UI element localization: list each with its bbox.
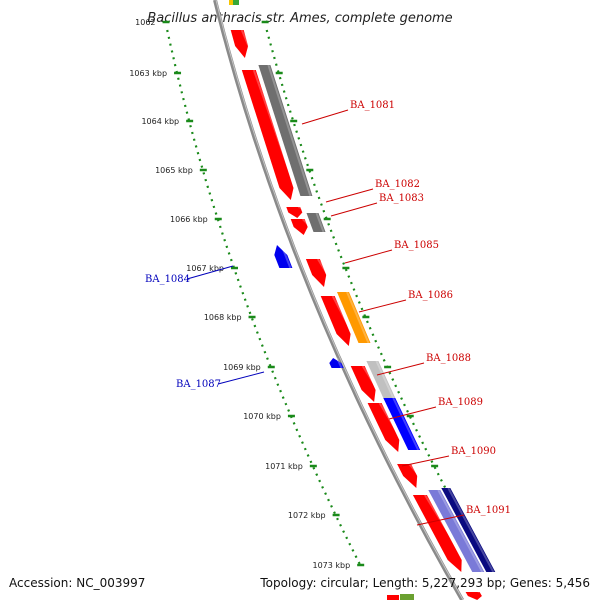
category-bar-ba-1091-shade xyxy=(437,489,484,573)
feature-ba-1085 xyxy=(305,259,327,287)
feature-ba-1087 xyxy=(329,358,344,368)
feature-ba-1087-shade xyxy=(336,357,343,369)
feature-ba-1085-shade xyxy=(317,258,330,278)
label-leader-line xyxy=(358,299,407,313)
tick-label: 1072 kbp xyxy=(288,511,326,520)
gene-label-ba-1089: BA_1089 xyxy=(438,397,483,408)
tick-label: 1066 kbp xyxy=(170,215,208,224)
ruler-line-outer xyxy=(265,29,488,566)
feature-ba-1090 xyxy=(397,464,418,488)
feature-edge xyxy=(233,0,239,5)
gene-label-ba-1083: BA_1083 xyxy=(379,193,424,204)
feature-ba-1081 xyxy=(241,70,294,200)
gene-label-ba-1082: BA_1082 xyxy=(375,179,420,190)
feature-ba-1084-shade xyxy=(280,244,292,269)
feature-edge xyxy=(229,0,233,5)
feature-ba-1089-shade xyxy=(378,402,405,443)
gene-label-ba-1084: BA_1084 xyxy=(145,274,190,285)
feature-ba-1086-shade xyxy=(331,295,355,337)
category-bar-ba-1086-shade xyxy=(346,291,370,344)
feature-ba-1082-shade xyxy=(298,206,303,209)
feature-ba-1088-shade xyxy=(361,365,380,393)
tick-label: 1069 kbp xyxy=(223,363,261,372)
label-leader-line xyxy=(376,362,425,376)
gene-label-ba-1088: BA_1088 xyxy=(426,353,471,364)
tick-label: 1071 kbp xyxy=(265,462,303,471)
backbone-line xyxy=(213,0,464,600)
tick-label: 1063 kbp xyxy=(129,69,167,78)
feature-ba-1091-shade xyxy=(424,494,468,563)
label-leader-line xyxy=(301,109,349,125)
feature-ba-1089 xyxy=(367,403,400,452)
feature-ba-1083-shade xyxy=(301,218,310,226)
category-bar-ba-1081 xyxy=(258,65,313,196)
gene-label-ba-1090: BA_1090 xyxy=(451,446,496,457)
category-bar-ba-1081-shade xyxy=(267,64,312,197)
tick-label: 1073 kbp xyxy=(312,561,350,570)
label-leader-line xyxy=(344,249,393,264)
tick-labels: 1062 1063 kbp 1064 kbp 1065 kbp 1066 kbp 1067… xyxy=(129,18,350,570)
feature-gene xyxy=(465,592,482,600)
feature-ba-1088 xyxy=(350,366,376,402)
feature-edge xyxy=(387,595,399,600)
ruler-line-inner xyxy=(166,29,362,566)
label-leader-line xyxy=(401,455,450,467)
feature-ba-1082 xyxy=(286,207,303,218)
feature-gene-shade xyxy=(240,29,251,49)
category-bar-ba-1091-b xyxy=(441,488,496,572)
feature-ba-1086 xyxy=(320,296,351,346)
feature-ba-1090-shade xyxy=(408,463,423,479)
tick-label: 1062 xyxy=(135,18,155,27)
feature-ba-1084 xyxy=(274,245,293,268)
category-bar-ba-1091 xyxy=(428,490,485,572)
feature-gene-shade xyxy=(477,589,483,593)
label-leader-line xyxy=(330,202,378,217)
gene-label-ba-1085: BA_1085 xyxy=(394,240,439,251)
label-leader-line xyxy=(217,371,265,385)
category-bar-ba-1091-b-shade xyxy=(447,487,495,573)
feature-ba-1081-shade xyxy=(252,69,297,191)
tick-label: 1068 kbp xyxy=(204,313,242,322)
map-title: Bacillus anthracis str. Ames, complete g… xyxy=(147,11,452,26)
category-bar-ba-1083-shade xyxy=(315,212,325,233)
tick-label: 1067 kbp xyxy=(186,264,224,273)
feature-ba-1091 xyxy=(412,495,462,572)
label-leader-line xyxy=(325,188,374,203)
label-leader-line xyxy=(186,265,234,280)
gene-label-ba-1091: BA_1091 xyxy=(466,505,511,516)
category-bar-ba-1088-shade xyxy=(375,360,395,399)
accession-text: Accession: NC_003997 xyxy=(9,576,146,590)
label-leader-line xyxy=(416,514,465,526)
category-bar-ba-1083 xyxy=(306,213,326,232)
gene-features xyxy=(229,0,496,600)
category-bar-edge xyxy=(400,594,414,600)
tick-label: 1070 kbp xyxy=(243,412,281,421)
gene-label-ba-1087: BA_1087 xyxy=(176,379,221,390)
backbone-highlight xyxy=(215,0,464,600)
category-bar-ba-1088 xyxy=(366,361,396,398)
category-bar-ba-1086 xyxy=(337,292,371,343)
feature-gene xyxy=(230,30,249,58)
category-bar-ba-1089 xyxy=(383,398,421,450)
gene-label-ba-1081: BA_1081 xyxy=(350,100,395,111)
tick-label: 1064 kbp xyxy=(141,117,179,126)
tick-label: 1065 kbp xyxy=(155,166,193,175)
category-bar-ba-1089-shade xyxy=(392,397,420,451)
feature-ba-1083 xyxy=(290,219,308,235)
label-leader-line xyxy=(388,406,437,420)
gene-labels: BA_1081 BA_1082 BA_1083 BA_1084 BA_1085 BA_10… xyxy=(145,100,511,526)
genome-backbone xyxy=(213,0,464,600)
topology-text: Topology: circular; Length: 5,227,293 bp… xyxy=(260,576,590,590)
gene-label-ba-1086: BA_1086 xyxy=(408,290,453,301)
